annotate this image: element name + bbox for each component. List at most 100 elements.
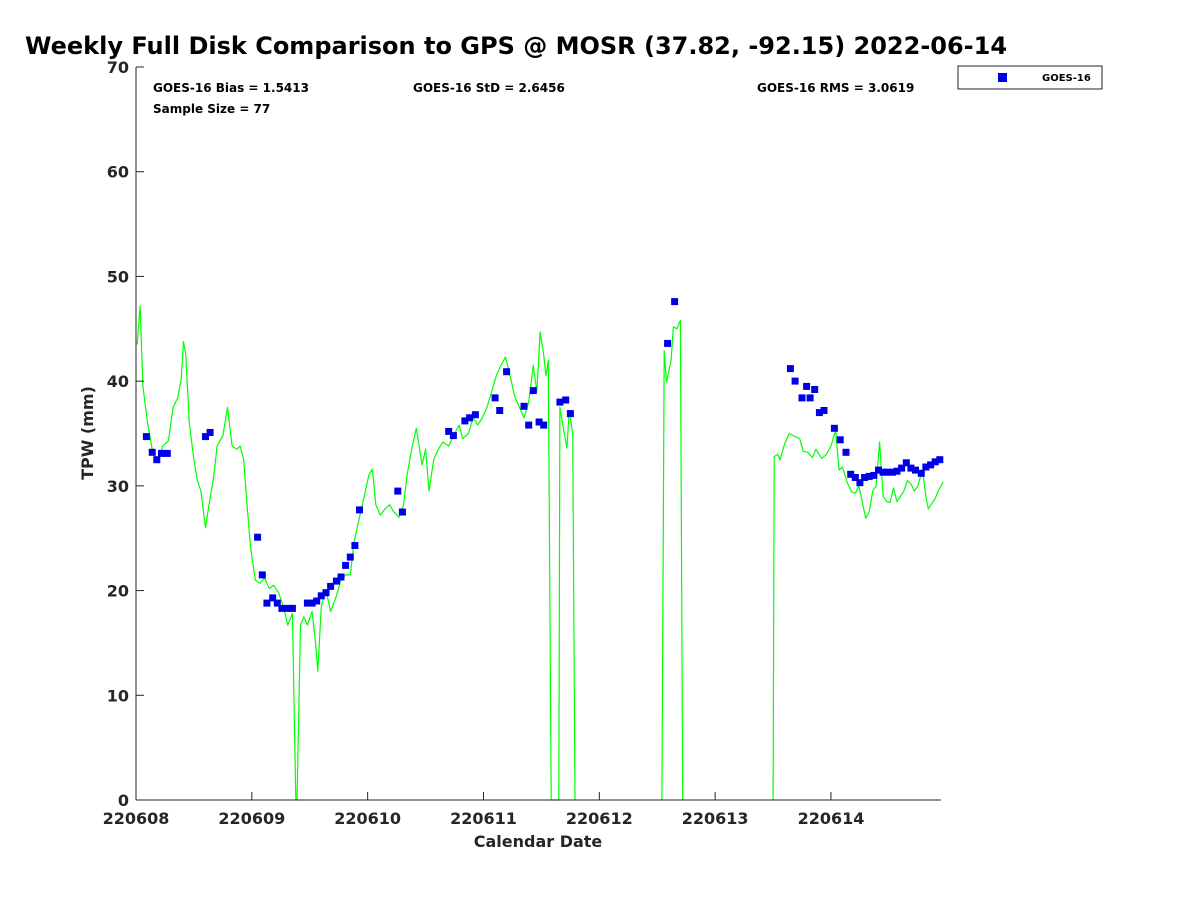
goes-16-point xyxy=(842,448,850,456)
goes-16-series xyxy=(142,298,944,612)
goes-16-point xyxy=(811,386,819,393)
goes-16-point xyxy=(142,433,150,441)
gps-line-segment-2 xyxy=(661,319,684,801)
y-tick-label: 40 xyxy=(107,372,129,391)
goes-16-point xyxy=(445,427,453,435)
goes-16-point xyxy=(322,589,330,597)
x-tick-label: 220614 xyxy=(798,809,865,828)
goes-16-point xyxy=(337,573,345,581)
goes-16-point xyxy=(856,479,864,487)
x-ticks: 220608 220609 220610 220611 220612 220613 2206… xyxy=(103,792,865,828)
y-tick-label: 10 xyxy=(107,686,129,705)
y-tick-label: 30 xyxy=(107,477,129,496)
goes-16-point xyxy=(912,466,919,474)
goes-16-point xyxy=(902,459,910,467)
goes-16-point xyxy=(284,604,292,612)
goes-16-point xyxy=(806,394,814,402)
std-stat: GOES-16 StD = 2.6456 xyxy=(413,81,565,95)
goes-16-point xyxy=(449,432,457,440)
goes-16-point xyxy=(556,398,564,406)
gps-line-segment-3 xyxy=(772,429,944,801)
legend-marker-goes-16 xyxy=(998,73,1007,82)
goes-16-point xyxy=(884,468,892,476)
x-tick-label: 220611 xyxy=(450,809,517,828)
goes-16-point xyxy=(820,407,828,414)
goes-16-point xyxy=(471,411,479,419)
goes-16-point xyxy=(332,577,340,585)
goes-16-point xyxy=(394,487,402,495)
goes-16-point xyxy=(466,414,474,422)
goes-16-point xyxy=(875,466,882,474)
goes-16-point xyxy=(278,604,286,612)
goes-16-point xyxy=(851,474,859,481)
goes-16-point xyxy=(861,474,869,481)
goes-16-point xyxy=(664,339,672,347)
goes-16-point xyxy=(206,429,214,436)
goes-16-point xyxy=(288,604,296,612)
goes-16-point xyxy=(461,417,469,425)
y-tick-label: 60 xyxy=(107,163,129,182)
goes-16-point xyxy=(153,456,161,464)
goes-16-point xyxy=(888,468,896,476)
goes-16-point xyxy=(836,436,844,444)
goes-16-point xyxy=(879,468,887,476)
goes-16-point xyxy=(313,597,321,605)
goes-16-point xyxy=(535,418,543,426)
goes-16-point xyxy=(351,542,359,549)
goes-16-point xyxy=(303,599,311,607)
goes-16-point xyxy=(847,470,855,478)
legend-label-goes-16: GOES-16 xyxy=(1042,73,1091,84)
goes-16-point xyxy=(917,469,925,477)
goes-16-point xyxy=(258,571,266,579)
goes-16-point xyxy=(148,448,156,456)
y-ticks: 0 10 20 30 40 50 60 70 xyxy=(107,58,144,810)
goes-16-point xyxy=(562,396,570,404)
x-axis-label: Calendar Date xyxy=(474,832,603,851)
x-tick-label: 220613 xyxy=(682,809,749,828)
goes-16-point xyxy=(671,298,679,306)
x-tick-label: 220609 xyxy=(218,809,285,828)
x-tick-label: 220610 xyxy=(334,809,401,828)
goes-16-point xyxy=(865,472,873,480)
goes-16-point xyxy=(936,456,944,464)
goes-16-point xyxy=(529,387,537,395)
y-tick-label: 20 xyxy=(107,582,129,601)
goes-16-point xyxy=(815,409,823,417)
goes-16-point xyxy=(898,464,906,472)
chart-title: Weekly Full Disk Comparison to GPS @ MOS… xyxy=(25,32,1007,60)
axes xyxy=(135,67,941,801)
goes-16-point xyxy=(566,410,574,418)
goes-16-point xyxy=(254,533,262,541)
plot-area xyxy=(136,67,941,800)
goes-16-point xyxy=(525,421,533,429)
bias-stat: GOES-16 Bias = 1.5413 xyxy=(153,81,309,95)
goes-16-point xyxy=(317,592,325,600)
goes-16-point xyxy=(830,424,838,432)
goes-16-point xyxy=(893,467,901,475)
goes-16-point xyxy=(327,582,335,590)
rms-stat: GOES-16 RMS = 3.0619 xyxy=(757,81,914,95)
x-tick-label: 220608 xyxy=(103,809,170,828)
y-tick-label: 70 xyxy=(107,58,129,77)
goes-16-point xyxy=(163,449,171,457)
goes-16-point xyxy=(803,382,811,390)
goes-16-point xyxy=(398,508,406,516)
goes-16-point xyxy=(346,553,354,561)
goes-16-point xyxy=(927,461,935,469)
goes-16-point xyxy=(786,365,794,373)
legend-box xyxy=(957,65,1103,90)
goes-16-point xyxy=(308,599,316,607)
goes-16-point xyxy=(269,594,277,602)
y-axis-label: TPW (mm) xyxy=(78,386,97,480)
goes-16-point xyxy=(202,433,209,441)
goes-16-point xyxy=(907,464,915,472)
goes-16-point xyxy=(496,407,504,414)
sample-size-stat: Sample Size = 77 xyxy=(153,102,270,116)
goes-16-point xyxy=(263,599,271,607)
goes-16-point xyxy=(520,402,528,410)
legend: GOES-16 xyxy=(957,65,1103,90)
x-tick-label: 220612 xyxy=(566,809,633,828)
goes-16-point xyxy=(870,471,878,479)
plot-background xyxy=(136,67,941,800)
